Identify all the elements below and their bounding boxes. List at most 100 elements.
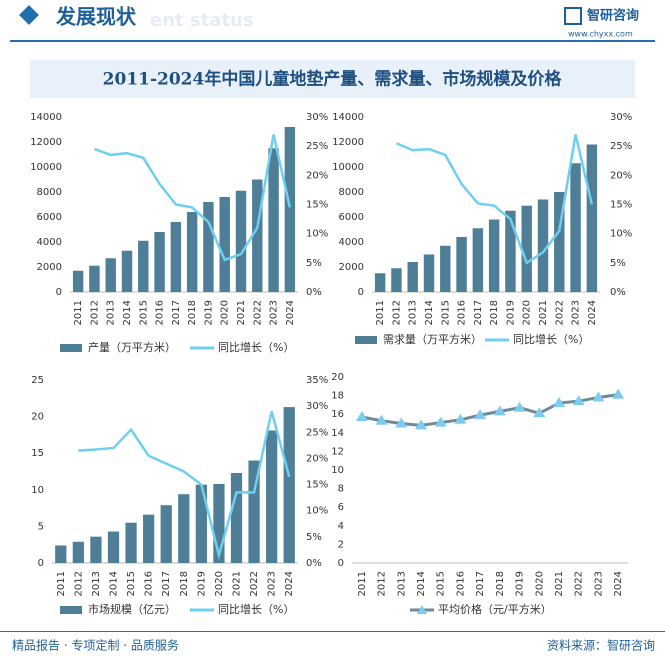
y-tick-label: 0 bbox=[338, 558, 344, 569]
logo-text: 智研咨询 bbox=[587, 8, 639, 24]
bar bbox=[178, 494, 190, 563]
x-tick-label: 2011 bbox=[73, 300, 84, 325]
x-tick-label: 2011 bbox=[357, 571, 368, 596]
y2-tick-label: 25% bbox=[306, 141, 328, 152]
y-tick-label: 0 bbox=[56, 287, 62, 298]
bar bbox=[407, 262, 418, 292]
x-tick-label: 2023 bbox=[593, 571, 604, 596]
y-tick-label: 10000 bbox=[30, 162, 62, 173]
bar bbox=[143, 514, 155, 563]
bar bbox=[283, 407, 295, 563]
x-tick-label: 2013 bbox=[91, 571, 102, 596]
marker bbox=[493, 405, 506, 416]
bar bbox=[554, 192, 565, 292]
bar bbox=[195, 484, 207, 563]
y-tick-label: 25 bbox=[31, 375, 44, 386]
bar bbox=[586, 144, 598, 292]
legend-swatch bbox=[60, 344, 82, 352]
y2-tick-label: 15% bbox=[306, 480, 328, 491]
legend-label: 市场规模（亿元） bbox=[88, 602, 176, 616]
x-tick-label: 2020 bbox=[534, 571, 545, 596]
line bbox=[94, 134, 292, 262]
legend-label: 同比增长（%） bbox=[513, 332, 589, 346]
y2-tick-label: 30% bbox=[306, 401, 328, 412]
x-tick-label: 2017 bbox=[475, 571, 486, 596]
x-tick-label: 2022 bbox=[252, 300, 263, 325]
bar bbox=[440, 245, 451, 292]
marker bbox=[395, 417, 408, 428]
x-tick-label: 2019 bbox=[203, 300, 214, 325]
x-tick-label: 2021 bbox=[232, 571, 243, 596]
y2-tick-label: 20% bbox=[306, 170, 328, 181]
header-rule bbox=[10, 40, 655, 42]
x-tick-label: 2012 bbox=[89, 300, 100, 325]
y-tick-label: 15 bbox=[31, 448, 44, 459]
x-tick-label: 2019 bbox=[196, 571, 207, 596]
x-tick-label: 2012 bbox=[377, 571, 388, 596]
marker bbox=[355, 410, 368, 421]
x-tick-label: 2022 bbox=[249, 571, 260, 596]
legend-swatch bbox=[355, 336, 377, 344]
y2-tick-label: 30% bbox=[306, 112, 328, 123]
y2-tick-label: 0% bbox=[306, 287, 322, 298]
x-tick-label: 2020 bbox=[522, 300, 533, 325]
bar bbox=[374, 273, 386, 292]
marker bbox=[474, 409, 487, 420]
header-subtitle: ent status bbox=[150, 10, 254, 31]
x-tick-label: 2022 bbox=[554, 300, 565, 325]
x-tick-label: 2013 bbox=[396, 571, 407, 596]
y-tick-label: 14 bbox=[331, 428, 344, 439]
bar bbox=[521, 205, 532, 292]
legend-label: 需求量（万平方米） bbox=[383, 332, 482, 346]
bar bbox=[170, 222, 182, 292]
x-tick-label: 2021 bbox=[554, 571, 565, 596]
footer-rule bbox=[0, 631, 665, 632]
bar bbox=[55, 545, 67, 563]
x-tick-label: 2011 bbox=[375, 300, 386, 325]
x-tick-label: 2015 bbox=[440, 300, 451, 325]
bar bbox=[203, 202, 214, 292]
bar bbox=[213, 483, 225, 563]
marker bbox=[533, 407, 546, 418]
bar bbox=[248, 460, 260, 563]
x-tick-label: 2024 bbox=[284, 571, 295, 596]
marker bbox=[612, 388, 625, 399]
x-tick-label: 2021 bbox=[236, 300, 247, 325]
x-tick-label: 2017 bbox=[171, 300, 182, 325]
bar bbox=[72, 270, 84, 292]
x-tick-label: 2011 bbox=[56, 571, 67, 596]
bar bbox=[121, 250, 133, 292]
y-tick-label: 8 bbox=[338, 484, 344, 495]
footer bbox=[0, 632, 665, 658]
y-tick-label: 0 bbox=[358, 287, 364, 298]
y-tick-label: 14000 bbox=[30, 112, 62, 123]
y2-tick-label: 25% bbox=[306, 427, 328, 438]
bar bbox=[138, 240, 149, 292]
x-tick-label: 2016 bbox=[155, 300, 166, 325]
y2-tick-label: 15% bbox=[306, 200, 328, 211]
header-title: 发展现状 bbox=[55, 5, 137, 29]
bar bbox=[105, 258, 116, 292]
bar bbox=[472, 228, 484, 292]
x-tick-label: 2016 bbox=[144, 571, 155, 596]
y-tick-label: 4000 bbox=[37, 237, 62, 248]
x-tick-label: 2018 bbox=[495, 571, 506, 596]
y-tick-label: 12000 bbox=[332, 137, 364, 148]
bar bbox=[107, 531, 120, 563]
marker bbox=[375, 414, 388, 425]
bar bbox=[268, 148, 279, 292]
bar bbox=[90, 536, 102, 563]
marker bbox=[454, 413, 467, 424]
bar bbox=[456, 237, 467, 292]
bar bbox=[391, 268, 402, 292]
bar bbox=[252, 179, 263, 292]
y-tick-label: 16 bbox=[331, 409, 344, 420]
y2-tick-label: 5% bbox=[306, 258, 322, 269]
x-tick-label: 2012 bbox=[391, 300, 402, 325]
logo-icon bbox=[564, 7, 582, 25]
bar bbox=[89, 265, 100, 292]
x-tick-label: 2019 bbox=[505, 300, 516, 325]
x-tick-label: 2013 bbox=[408, 300, 419, 325]
y2-tick-label: 15% bbox=[610, 200, 632, 211]
bar bbox=[219, 197, 230, 292]
